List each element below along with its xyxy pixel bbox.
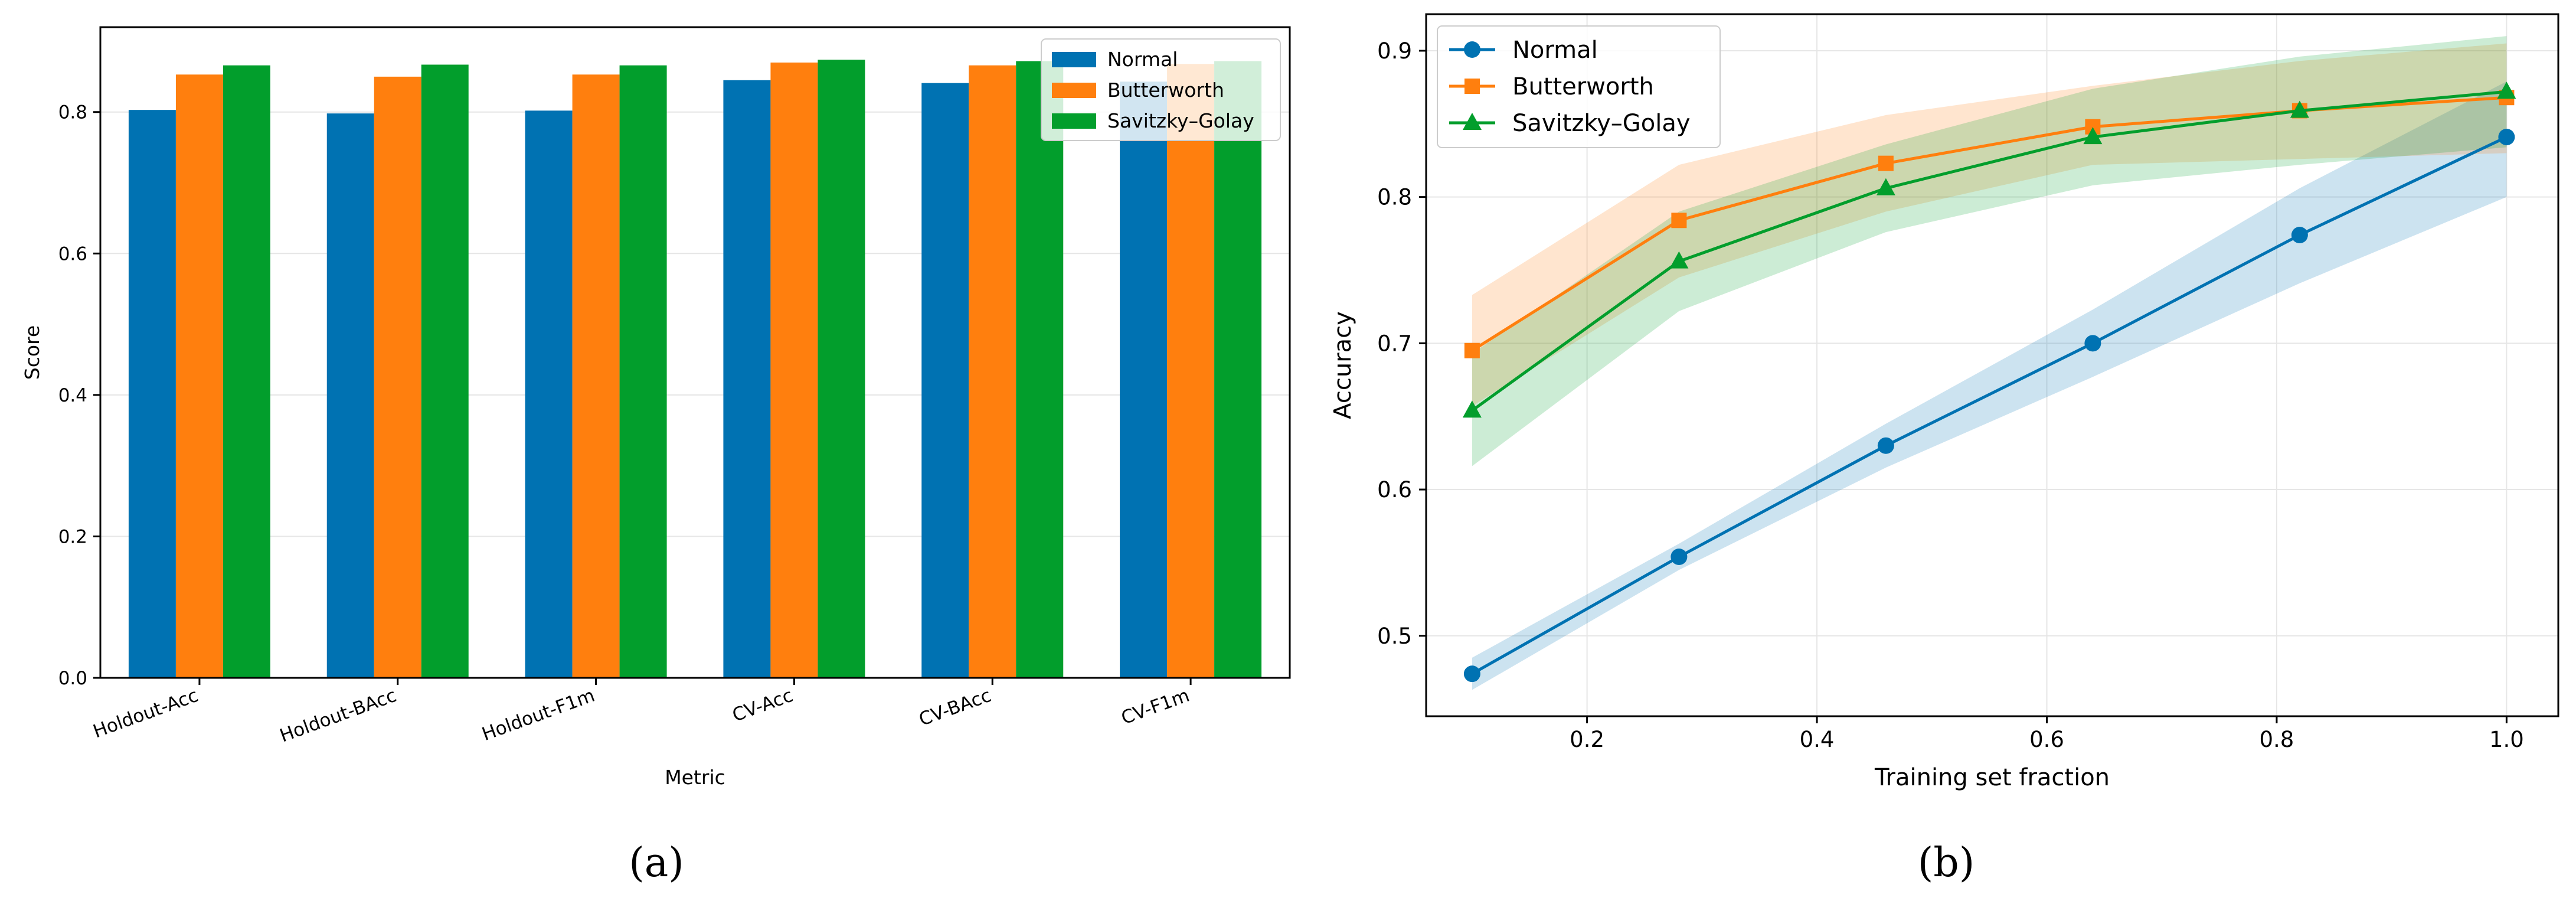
a-y-tick-label: 0.4	[58, 385, 87, 406]
b-line-0	[1471, 135, 2508, 675]
b-y-axis-label: Accuracy	[1329, 311, 1356, 419]
a-bar-2-3	[818, 60, 865, 678]
b-y-tick-label: 0.8	[1377, 185, 1412, 210]
a-bar-0-1	[326, 113, 374, 678]
b-point-0-0	[1463, 665, 1480, 683]
a-legend: Normal Butterworth Savitzky–Golay	[1041, 38, 1281, 141]
b-x-tick-label: 1.0	[2489, 727, 2524, 752]
b-y-tick-label: 0.5	[1377, 624, 1412, 649]
b-y-tick-label: 0.9	[1377, 38, 1412, 64]
panel-label-a: (a)	[629, 840, 684, 886]
b-point-2-5	[2497, 81, 2516, 99]
a-x-tick-label: Holdout-BAcc	[277, 685, 399, 747]
a-x-tick-label: CV-BAcc	[916, 685, 994, 730]
a-x-tick-label: Holdout-Acc	[90, 685, 201, 743]
b-point-0-4	[2291, 227, 2308, 244]
a-bar-2-1	[421, 64, 469, 678]
a-bar-1-5	[1167, 64, 1215, 678]
a-y-axis-label: Score	[21, 325, 44, 380]
b-point-2-3	[2083, 127, 2103, 145]
a-legend-box	[1041, 38, 1281, 141]
a-bar-1-4	[969, 65, 1016, 678]
b-point-0-1	[1671, 548, 1688, 565]
b-gridlines	[1426, 14, 2558, 716]
b-point-1-0	[1464, 342, 1480, 358]
b-legend-marker-0	[1464, 41, 1480, 58]
a-x-axis-label: Metric	[665, 766, 725, 789]
bar-chart-a: 0.0 0.2 0.4 0.6 0.8 Holdout-Acc Holdout-BAcc Ho…	[21, 26, 1291, 789]
b-x-tick-label: 0.6	[2029, 727, 2064, 752]
b-band-1	[1472, 43, 2507, 406]
a-legend-swatch-2	[1052, 113, 1096, 129]
a-bar-0-3	[723, 80, 771, 678]
b-y-tick-label: 0.7	[1377, 331, 1412, 356]
a-bar-1-1	[374, 76, 421, 678]
b-legend-label-2: Savitzky–Golay	[1512, 110, 1691, 137]
a-y-tick-label: 0.0	[58, 668, 87, 689]
b-point-1-2	[1878, 155, 1894, 171]
a-legend-label-2: Savitzky–Golay	[1107, 109, 1254, 132]
panel-label-b: (b)	[1918, 840, 1975, 886]
a-legend-swatch-0	[1052, 52, 1096, 67]
a-gridlines	[100, 111, 1290, 678]
a-bar-2-4	[1016, 61, 1064, 678]
b-point-0-3	[2084, 335, 2101, 352]
b-y-tick-label: 0.6	[1377, 477, 1412, 502]
b-series-lines	[1462, 81, 2516, 683]
b-band-0	[1472, 81, 2507, 690]
b-x-tick-label: 0.4	[1800, 727, 1835, 752]
a-bar-0-2	[525, 110, 573, 678]
a-legend-swatch-1	[1052, 83, 1096, 98]
b-legend-label-0: Normal	[1512, 37, 1598, 64]
b-point-0-5	[2498, 129, 2515, 146]
a-bar-2-5	[1214, 61, 1262, 678]
a-bar-2-2	[619, 65, 667, 678]
b-confidence-bands	[1472, 36, 2507, 690]
b-point-2-0	[1462, 400, 1482, 418]
b-legend-marker-1	[1464, 79, 1480, 94]
b-legend-marker-2	[1463, 113, 1482, 130]
a-y-tick-label: 0.6	[58, 243, 87, 265]
b-point-2-2	[1876, 178, 1895, 195]
a-y-tick-label: 0.2	[58, 526, 87, 547]
a-bar-1-2	[572, 74, 620, 678]
b-line-2	[1471, 90, 2507, 412]
b-ticks: 0.2 0.4 0.6 0.8 1.0 0.5 0.6 0.7 0.8 0.9	[1377, 38, 2524, 752]
a-bars	[128, 60, 1262, 678]
b-x-axis-label: Training set fraction	[1874, 764, 2110, 791]
b-point-1-1	[1671, 213, 1687, 229]
a-legend-label-0: Normal	[1107, 48, 1178, 71]
a-bar-2-0	[223, 65, 270, 678]
a-bar-0-0	[128, 110, 176, 678]
a-bar-0-4	[921, 83, 969, 678]
line-chart-b: 0.2 0.4 0.6 0.8 1.0 0.5 0.6 0.7 0.8 0.9 Training …	[1329, 13, 2559, 791]
b-axes-frame	[1425, 13, 2559, 717]
b-point-2-4	[2290, 100, 2309, 118]
b-point-2-1	[1669, 251, 1689, 269]
b-point-0-2	[1877, 437, 1894, 454]
a-x-tick-label: CV-F1m	[1119, 685, 1192, 729]
b-legend-box	[1437, 25, 1721, 148]
b-legend: Normal Butterworth Savitzky–Golay	[1437, 25, 1721, 148]
a-axes-frame	[99, 26, 1291, 679]
a-bar-1-0	[175, 74, 223, 678]
a-y-tick-label: 0.8	[58, 102, 87, 123]
b-band-2	[1472, 36, 2507, 466]
b-x-tick-label: 0.2	[1570, 727, 1604, 752]
b-legend-label-1: Butterworth	[1512, 73, 1654, 100]
b-x-tick-label: 0.8	[2260, 727, 2294, 752]
a-legend-label-1: Butterworth	[1107, 79, 1224, 102]
a-bar-1-3	[770, 62, 818, 678]
a-bar-0-5	[1120, 81, 1168, 678]
a-x-tick-label: Holdout-F1m	[479, 685, 598, 745]
a-x-tick-label: CV-Acc	[730, 685, 796, 726]
